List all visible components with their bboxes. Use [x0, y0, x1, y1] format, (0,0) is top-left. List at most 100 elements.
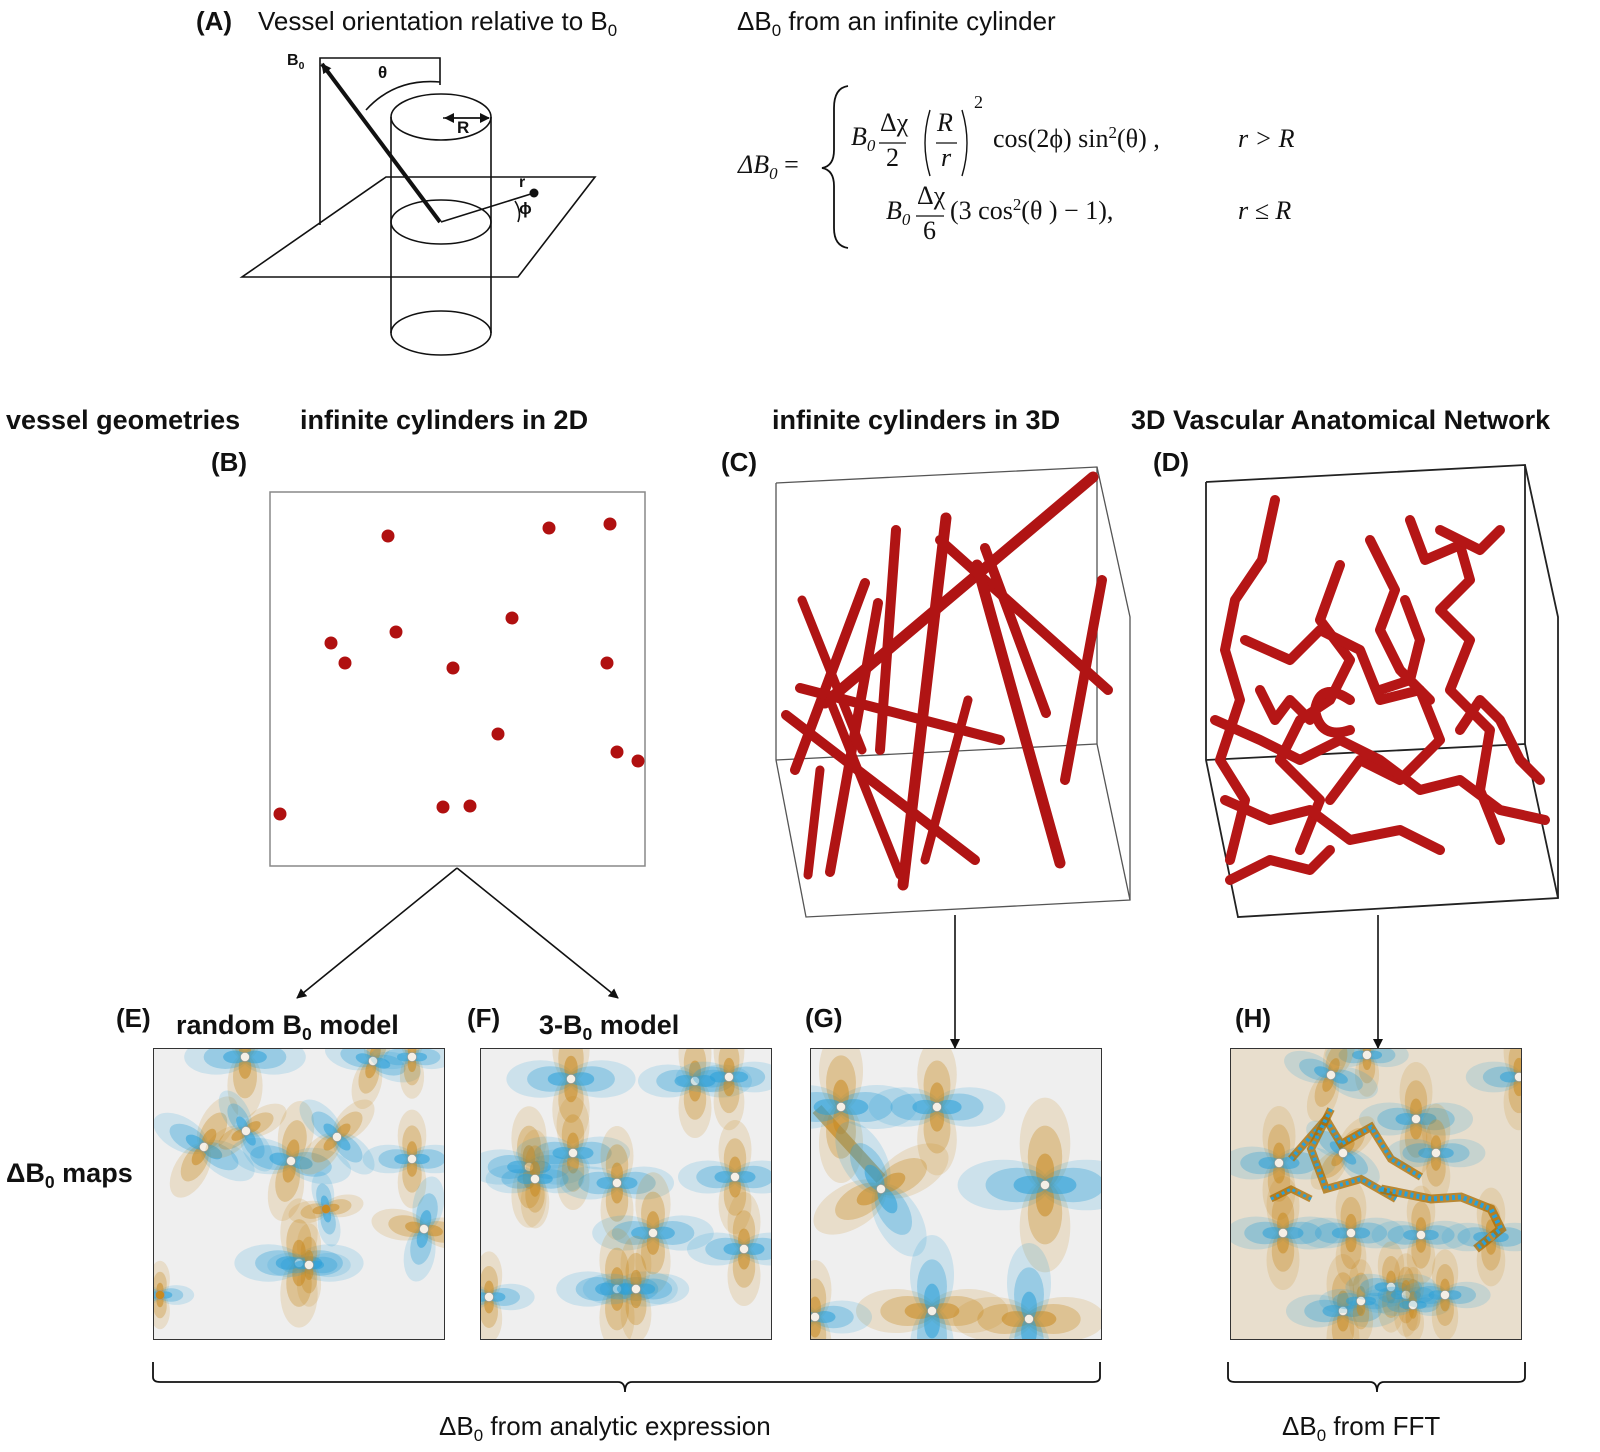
- eq-row2-tail: (3 cos2(θ ) − 1),: [950, 194, 1114, 225]
- vessel-dot: [491, 727, 505, 741]
- cylinder-diagram: [239, 57, 597, 356]
- phi-arc: [514, 200, 521, 223]
- analytic-brace: [152, 1362, 1101, 1393]
- dipole-pattern: [371, 1176, 444, 1282]
- vessel-dot: [542, 521, 556, 535]
- vessel-dot: [505, 611, 519, 625]
- dipole-pattern: [1375, 1267, 1451, 1339]
- cylinder-rod: [781, 710, 980, 865]
- dipole-pattern: [813, 1121, 949, 1257]
- equation-lhs: ΔB0 =: [738, 150, 799, 183]
- eq-row1-frac-den: 2: [886, 143, 899, 172]
- cylinder-rod: [803, 765, 825, 880]
- cylinder-rod: [897, 512, 952, 891]
- network-vessel: [1375, 595, 1425, 695]
- vessel-dot: [603, 517, 617, 531]
- dipole-pattern: [485, 1129, 585, 1229]
- eq-row2-frac-num: Δχ: [917, 181, 946, 210]
- vessel-geometries-label: vessel geometries: [6, 405, 241, 435]
- cylinder-rod: [920, 695, 973, 865]
- vertical-plane: [319, 57, 441, 225]
- dipole-pattern: [953, 1243, 1101, 1339]
- dipole-pattern: [288, 1171, 364, 1247]
- cylinder-rod: [825, 695, 905, 880]
- horizontal-plane: [239, 176, 597, 278]
- cylinder-top: [390, 93, 492, 141]
- map-g-3d-cylinders: [810, 1048, 1102, 1340]
- eq-row2-b0: B0: [886, 196, 911, 229]
- vessel-dot: [600, 656, 614, 670]
- eq-row1-exp: 2: [974, 92, 983, 112]
- dipole-pattern: [506, 1049, 636, 1144]
- b0-arrow: [320, 62, 442, 224]
- dipole-pattern: [957, 1097, 1101, 1273]
- panel-g-letter: (G): [805, 1003, 843, 1033]
- dipole-pattern: [516, 1096, 630, 1210]
- phi-label: ϕ: [519, 199, 532, 218]
- panel-h-letter: (H): [1235, 1003, 1272, 1033]
- eq-row1-b0: B0: [851, 122, 876, 155]
- dipole-pattern: [675, 1049, 771, 1131]
- vessel-dot: [463, 799, 477, 813]
- dipole-pattern: [1297, 1179, 1405, 1287]
- panel-f-title: 3-B0 model: [539, 1010, 680, 1045]
- vessel-dot: [631, 754, 645, 768]
- dipole-pattern: [811, 1260, 872, 1339]
- r-point: [529, 188, 539, 198]
- dipole-pattern: [1231, 1176, 1340, 1290]
- panel-c-letter: (C): [721, 447, 758, 477]
- r-line: [440, 192, 535, 223]
- dipole-pattern: [1284, 1049, 1378, 1122]
- vessel-dot: [324, 636, 338, 650]
- r-label: r: [519, 174, 526, 191]
- dipole-pattern: [1399, 1249, 1491, 1339]
- vessel-dot: [436, 800, 450, 814]
- map-f-three-b0: [480, 1048, 772, 1340]
- radius-label: R: [457, 118, 470, 137]
- network-vessel: [1240, 625, 1445, 805]
- cylinder-rod: [1060, 575, 1107, 785]
- dipole-pattern: [184, 1049, 306, 1118]
- map-h-van-fft: [1230, 1048, 1522, 1340]
- fft-brace: [1227, 1362, 1526, 1393]
- network-vessel: [1225, 845, 1335, 885]
- analytic-label: ΔB0 from analytic expression: [439, 1411, 771, 1445]
- vessel-dot: [338, 656, 352, 670]
- network-vessel: [1255, 685, 1315, 725]
- vessel-dot: [389, 625, 403, 639]
- dipole-pattern: [1319, 1259, 1403, 1339]
- dipole-pattern: [856, 1235, 1008, 1339]
- network-vessel: [1405, 515, 1505, 845]
- cylinder-rod: [980, 543, 1051, 718]
- eq-row1-frac-num: Δχ: [880, 108, 909, 137]
- network-vessel: [1365, 535, 1435, 705]
- van-title: 3D Vascular Anatomical Network: [1131, 405, 1551, 435]
- b0-label: B0: [287, 52, 305, 72]
- eq-row1-inner-den: r: [941, 143, 952, 172]
- panel-e-letter: (E): [116, 1003, 151, 1033]
- vessel-dot: [273, 807, 287, 821]
- dipole-pattern: [560, 1126, 674, 1240]
- dipole-pattern: [556, 1228, 678, 1339]
- vessel-dot: [381, 529, 395, 543]
- dipole-pattern: [481, 1251, 535, 1339]
- network-vessel: [1435, 525, 1505, 555]
- dipole-pattern: [811, 1049, 917, 1183]
- dipole-pattern: [582, 1235, 690, 1339]
- vessel-dot: [610, 745, 624, 759]
- dipole-pattern: [267, 1223, 351, 1307]
- cyl2d-title: infinite cylinders in 2D: [300, 405, 589, 435]
- cyl3d-title: infinite cylinders in 3D: [772, 405, 1061, 435]
- dipole-pattern: [325, 1049, 421, 1109]
- dipole-pattern: [205, 1090, 287, 1172]
- vessel-dot: [446, 661, 460, 675]
- dipole-pattern: [154, 1096, 255, 1198]
- dipole-pattern: [230, 1100, 352, 1222]
- panel-e-title: random B0 model: [176, 1010, 399, 1045]
- cylinder-bottom: [390, 310, 492, 356]
- panel-d-letter: (D): [1153, 447, 1190, 477]
- network-vessel: [1215, 495, 1280, 865]
- cylinder-rod: [935, 535, 1113, 695]
- panel-b-letter: (B): [211, 447, 248, 477]
- dipole-pattern: [299, 1099, 375, 1175]
